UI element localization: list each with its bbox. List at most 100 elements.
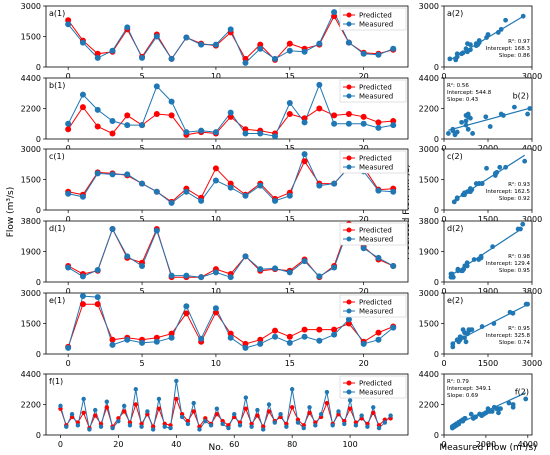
a2-stat-2: Slope: 0.86 bbox=[499, 53, 531, 59]
f1-y-tick-label: 0 bbox=[36, 431, 41, 440]
e1-predicted-point bbox=[109, 336, 116, 343]
d2-y-tick-label: 3800 bbox=[419, 217, 439, 226]
f1-measured-point bbox=[139, 424, 144, 429]
a1-x-tick-label: 15 bbox=[285, 72, 295, 81]
e2-scatter-point bbox=[462, 330, 467, 336]
d1-x-tick-label: 20 bbox=[359, 287, 369, 296]
b1-measured-point bbox=[272, 133, 279, 140]
d1-measured-point bbox=[242, 253, 249, 260]
f1-predicted-point bbox=[324, 400, 330, 406]
c2-stat-1: Intercept: 162.5 bbox=[486, 189, 531, 195]
e1-predicted-point bbox=[316, 326, 323, 333]
c1-x-tick-label: 20 bbox=[359, 215, 369, 224]
b1-predicted-point bbox=[301, 115, 308, 122]
c1-measured-point bbox=[257, 182, 264, 189]
e2-scatter-point bbox=[456, 339, 462, 345]
d1-measured-point bbox=[94, 266, 101, 273]
b1-measured-point bbox=[139, 122, 146, 129]
f1-measured-point bbox=[289, 387, 295, 392]
b2-scatter-point bbox=[527, 106, 533, 111]
f1-measured-point bbox=[145, 409, 150, 414]
f2-panel-label: f(2) bbox=[515, 388, 529, 397]
c2-scatter-point bbox=[462, 190, 467, 196]
f1-measured-point bbox=[318, 412, 324, 417]
f1-predicted-point bbox=[255, 413, 260, 418]
f1-predicted-point bbox=[104, 405, 110, 410]
d1-measured-point bbox=[79, 273, 86, 280]
e1-measured-point bbox=[212, 305, 219, 312]
e1-x-tick-label: 20 bbox=[359, 359, 369, 368]
f1-predicted-point bbox=[243, 406, 249, 411]
e2-scatter-point bbox=[479, 324, 485, 329]
b2-stat-0: R²: 0.56 bbox=[447, 82, 469, 89]
right-y-axis-title: Predicted Flow (m³/s) bbox=[402, 164, 412, 260]
e1-measured-point bbox=[198, 335, 205, 342]
b2-y-tick-label: 4400 bbox=[419, 74, 439, 83]
d1-measured-point bbox=[183, 272, 190, 279]
c1-measured-point bbox=[242, 192, 249, 199]
b1-predicted-point bbox=[242, 126, 249, 133]
c1-measured-point bbox=[286, 192, 293, 199]
b1-x-tick-label: 10 bbox=[211, 144, 221, 153]
a1-measured-point bbox=[183, 34, 190, 41]
a2-stat-0: R²: 0.97 bbox=[508, 38, 530, 45]
b1-measured-point bbox=[198, 127, 205, 134]
f1-measured-point bbox=[295, 420, 301, 425]
b1-predicted-point bbox=[360, 113, 367, 120]
c1-measured-point bbox=[272, 197, 279, 204]
c1-measured-point bbox=[198, 197, 205, 204]
a1-predicted-point bbox=[286, 40, 293, 47]
c1-x-tick-label: 15 bbox=[285, 215, 295, 224]
d2-scatter-point bbox=[471, 257, 477, 262]
a1-measured-point bbox=[153, 33, 160, 40]
f1-y-tick-label: 2200 bbox=[21, 401, 41, 410]
e1-x-tick-label: 10 bbox=[211, 359, 221, 368]
b1-predicted-point bbox=[168, 112, 175, 119]
d1-measured-point bbox=[375, 254, 382, 261]
a2-scatter-point bbox=[484, 35, 489, 40]
b1-measured-point bbox=[168, 98, 175, 105]
a1-legend-box bbox=[339, 7, 407, 31]
f1-x-tick-label: 0 bbox=[58, 440, 63, 449]
a1-measured-point bbox=[212, 41, 219, 48]
c2-scatter-point bbox=[454, 196, 460, 202]
a1-y-tick-label: 0 bbox=[36, 63, 41, 72]
b2-stat-1: Intercept: 544.8 bbox=[447, 90, 492, 96]
a2-scatter-point bbox=[498, 26, 504, 32]
f1-measured-point bbox=[261, 427, 266, 432]
a2-scatter-point bbox=[447, 56, 453, 62]
e1-measured-point bbox=[390, 324, 397, 331]
a1-measured-point bbox=[272, 55, 279, 62]
e1-predicted-point bbox=[79, 301, 86, 308]
b1-predicted-point bbox=[345, 111, 352, 118]
right-x-axis-title: Measured Flow (m³/s) bbox=[439, 443, 536, 453]
f1-predicted-point bbox=[174, 396, 179, 402]
d2-scatter-point bbox=[520, 221, 526, 227]
f1-x-tick-label: 80 bbox=[287, 440, 297, 449]
f1-measured-point bbox=[98, 424, 104, 429]
c1-measured-point bbox=[390, 188, 397, 195]
b1-legend-predicted-marker bbox=[346, 84, 352, 90]
b2-scatter-point bbox=[483, 114, 489, 120]
f1-measured-point bbox=[266, 402, 272, 407]
c1-measured-point bbox=[331, 180, 338, 187]
e1-measured-point bbox=[227, 334, 234, 341]
f2-scatter-point bbox=[460, 417, 466, 423]
b1-measured-point bbox=[375, 124, 382, 131]
c1-y-tick-label: 3000 bbox=[21, 145, 41, 154]
a1-measured-point bbox=[227, 26, 234, 33]
f1-x-tick-label: 100 bbox=[342, 440, 357, 449]
f1-measured-point bbox=[359, 413, 364, 418]
e1-measured-point bbox=[360, 340, 367, 347]
f1-measured-point bbox=[208, 423, 214, 428]
d1-measured-point bbox=[212, 269, 219, 276]
d1-measured-point bbox=[286, 269, 293, 276]
f1-measured-point bbox=[203, 418, 208, 424]
left-x-axis-title: No. bbox=[209, 443, 224, 453]
b1-measured-point bbox=[124, 122, 131, 129]
d1-measured-point bbox=[227, 274, 234, 281]
b1-predicted-point bbox=[375, 119, 382, 126]
